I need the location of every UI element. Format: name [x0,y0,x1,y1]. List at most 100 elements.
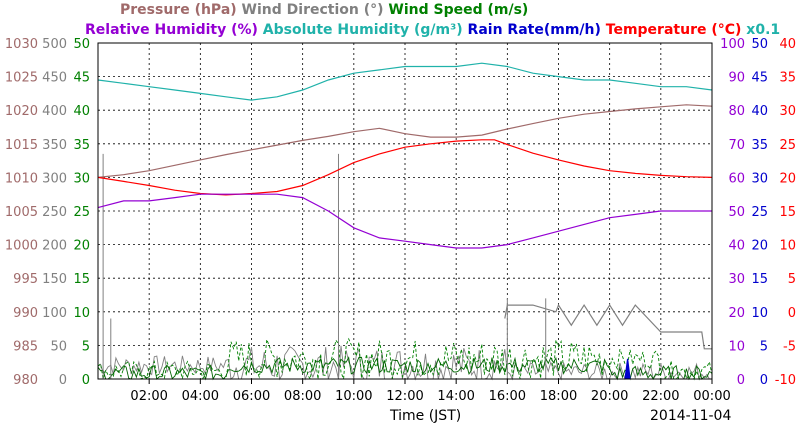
tick-label-rain: 40 [751,104,768,119]
tick-label-rh: 10 [728,339,745,354]
x-tick-label: 00:00 [693,389,730,404]
legend-wind_dir: Wind Direction (°) [237,2,384,18]
tick-label-wind_dir: 500 [42,37,67,52]
tick-label-pressure: 995 [13,272,38,287]
wind-gust-trace [97,337,713,381]
tick-label-wind_dir: 250 [42,205,67,220]
series-rain [624,358,631,380]
series-pressure [97,104,713,178]
x-tick-label: 10:00 [335,389,372,404]
tick-label-rain: 45 [751,71,768,86]
tick-label-pressure: 985 [13,339,38,354]
x-axis: 02:00 04:00 06:00 08:00 10:00 12:00 14:00 16:00… [130,379,731,404]
legend-rh: Relative Humidity (%) [85,22,258,38]
legend-wind_speed: Wind Speed (m/s) [384,2,529,18]
tick-label-rh: 70 [728,138,745,153]
x-tick-label: 08:00 [284,389,321,404]
x-axis-label: Time (JST) [389,408,461,424]
series-rh [97,193,712,249]
tick-label-wind_speed: 15 [73,272,90,287]
x-tick-label: 18:00 [540,389,577,404]
tick-label-temp: 15 [779,205,796,220]
tick-label-wind_speed: 0 [82,373,90,388]
tick-label-temp: -10 [775,373,796,388]
tick-label-wind_speed: 45 [73,71,90,86]
tick-label-wind_speed: 20 [73,239,90,254]
wind-direction-trace [97,345,712,381]
legend-temp: Temperature (°C) [601,22,742,38]
legend-line-2: Relative Humidity (%) Absolute Humidity … [85,22,780,38]
wind-traces [97,153,713,381]
tick-label-temp: 30 [779,104,796,119]
tick-label-rain: 10 [751,306,768,321]
wind-speed-trace [97,356,713,381]
tick-label-pressure: 1025 [5,71,38,86]
x-tick-label: 02:00 [130,389,167,404]
tick-label-temp: 10 [779,239,796,254]
tick-label-wind_speed: 10 [73,306,90,321]
tick-label-wind_dir: 300 [42,171,67,186]
tick-label-pressure: 1010 [5,171,38,186]
tick-label-temp: -5 [783,339,796,354]
legend-rain: Rain Rate(mm/h) [463,22,601,38]
tick-label-rh: 100 [720,37,745,52]
x-tick-label: 14:00 [437,389,474,404]
legend-pressure: Pressure (hPa) [120,2,237,18]
tick-label-rh: 50 [728,205,745,220]
tick-label-pressure: 980 [13,373,38,388]
tick-label-wind_dir: 350 [42,138,67,153]
tick-label-rh: 40 [728,239,745,254]
tick-label-rain: 30 [751,171,768,186]
grid [98,43,712,379]
series-ah [97,62,713,101]
tick-label-rh: 20 [728,306,745,321]
tick-label-wind_speed: 50 [73,37,90,52]
x-tick-label: 04:00 [182,389,219,404]
tick-label-rh: 80 [728,104,745,119]
series-lines [97,62,713,380]
tick-label-rh: 30 [728,272,745,287]
series-wind_dir_upper [504,303,712,350]
legend-ah: Absolute Humidity (g/m³) [258,22,463,38]
tick-label-temp: 40 [779,37,796,52]
tick-label-temp: 0 [788,306,796,321]
tick-label-pressure: 1020 [5,104,38,119]
x-tick-label: 06:00 [233,389,270,404]
tick-label-pressure: 1005 [5,205,38,220]
tick-label-wind_speed: 30 [73,171,90,186]
tick-label-rain: 0 [760,373,768,388]
tick-label-wind_dir: 400 [42,104,67,119]
tick-label-pressure: 1015 [5,138,38,153]
tick-label-rain: 15 [751,272,768,287]
tick-label-rh: 60 [728,171,745,186]
tick-label-temp: 5 [788,272,796,287]
tick-label-wind_dir: 450 [42,71,67,86]
tick-label-wind_dir: 200 [42,239,67,254]
tick-label-rain: 5 [760,339,768,354]
right-axes: 0102030405060708090100051015202530354045… [720,37,796,388]
tick-label-rain: 20 [751,239,768,254]
tick-label-rh: 90 [728,71,745,86]
tick-label-temp: 25 [779,138,796,153]
tick-label-wind_speed: 35 [73,138,90,153]
tick-label-rh: 0 [737,373,745,388]
legend-line-1: Pressure (hPa) Wind Direction (°) Wind S… [120,2,528,18]
tick-label-rain: 25 [751,205,768,220]
tick-label-wind_dir: 50 [50,339,67,354]
x-tick-label: 20:00 [591,389,628,404]
tick-label-wind_speed: 5 [82,339,90,354]
tick-label-wind_dir: 100 [42,306,67,321]
left-axes: 9809859909951000100510101015102010251030… [5,37,90,388]
tick-label-wind_dir: 150 [42,272,67,287]
tick-label-rain: 50 [751,37,768,52]
x-tick-label: 22:00 [642,389,679,404]
tick-label-temp: 35 [779,71,796,86]
date-label: 2014-11-04 [650,408,731,424]
tick-label-wind_dir: 0 [59,373,67,388]
tick-label-pressure: 990 [13,306,38,321]
tick-label-wind_speed: 25 [73,205,90,220]
x-tick-label: 12:00 [386,389,423,404]
legend-ah_scale: x0.1 [741,22,780,38]
